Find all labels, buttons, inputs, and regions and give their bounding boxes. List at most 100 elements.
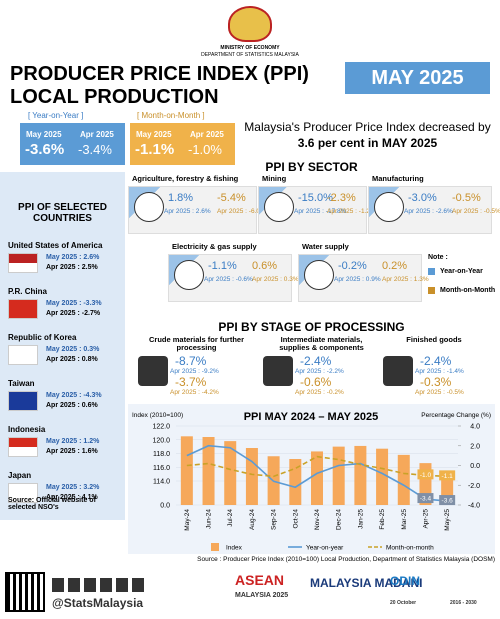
stage-mom: -3.7% xyxy=(175,375,207,389)
sector-yoy-prev: Apr 2025 : 0.9% xyxy=(334,276,381,283)
sector-yoy: -15.0% xyxy=(298,192,333,204)
x-tick-label: Jun-24 xyxy=(206,509,213,529)
bar xyxy=(311,451,323,505)
x-tick-label: Aug-24 xyxy=(249,509,256,530)
logo-text: ODIN xyxy=(390,574,420,588)
y-tick-label: 122.0 xyxy=(152,424,170,431)
stage-mom: -0.3% xyxy=(420,375,452,389)
crest xyxy=(228,6,272,42)
period-badge: MAY 2025 xyxy=(345,62,490,94)
country-current: May 2025 : 0.3% xyxy=(46,346,100,353)
mom-label: [ Month-on-Month ] xyxy=(137,111,205,120)
sector-mom: -2.3% xyxy=(327,192,356,204)
note-title: Note : xyxy=(428,254,448,261)
x-tick-label: Oct-24 xyxy=(292,509,299,529)
country-name: Japan xyxy=(8,471,32,480)
country-previous: Apr 2025 : -2.7% xyxy=(46,310,101,317)
yoy-box xyxy=(20,123,125,165)
handle: @StatsMalaysia xyxy=(52,596,144,610)
value-label-box xyxy=(417,469,434,480)
bar xyxy=(332,446,345,505)
stage-icon xyxy=(383,356,413,386)
y2-axis-label: Percentage Change (%) xyxy=(421,412,491,419)
x-tick-label: Jan-25 xyxy=(357,509,364,529)
value-label: -3.4 xyxy=(420,496,432,503)
x-tick-label: Sep-24 xyxy=(271,509,278,530)
summary-value: -1.1% xyxy=(135,141,175,158)
country-current: May 2025 : -3.3% xyxy=(46,300,102,307)
legend-label: Index xyxy=(226,545,243,552)
sector-yoy-prev: Apr 2025 : -2.6% xyxy=(404,208,453,215)
yoy-label: [ Year-on-Year ] xyxy=(28,111,84,120)
title: LOCAL PRODUCTION xyxy=(10,86,219,108)
y-tick-label: 114.0 xyxy=(153,479,170,486)
flag xyxy=(8,483,38,503)
bar xyxy=(376,448,389,505)
note-swatch xyxy=(428,287,435,294)
sector-mom-prev: Apr 2025 : -1.2% xyxy=(327,208,376,215)
stage-mom-prev: Apr 2025 : -0.2% xyxy=(295,389,344,396)
sector-mom-prev: Apr 2025 : 1.3% xyxy=(382,276,429,283)
bar xyxy=(397,454,410,505)
country-previous: Apr 2025 : 4.1% xyxy=(46,494,98,501)
sector-name: Manufacturing xyxy=(372,174,424,183)
x-tick-label: Nov-24 xyxy=(314,509,321,530)
logo-text: MALAYSIA 2025 xyxy=(235,592,289,599)
country-current: May 2025 : 2.6% xyxy=(46,254,100,261)
bar xyxy=(289,459,302,505)
sector-mom: 0.6% xyxy=(252,260,278,272)
bar xyxy=(224,441,237,505)
country-name: Taiwan xyxy=(8,379,35,388)
stage-yoy: -2.4% xyxy=(420,354,452,368)
country-name: Indonesia xyxy=(8,425,46,434)
bar xyxy=(180,436,193,505)
x-tick-label: Jul-24 xyxy=(227,509,234,527)
x-tick-label: Feb-25 xyxy=(379,509,386,530)
source: Source : Producer Price Index (2010=100)… xyxy=(197,556,495,563)
value-label-box xyxy=(439,470,456,481)
stage-mom-prev: Apr 2025 : -4.2% xyxy=(170,389,219,396)
stage-yoy-prev: Apr 2025 : -9.2% xyxy=(170,368,219,375)
sector-icon xyxy=(374,192,404,222)
sector-yoy: -3.0% xyxy=(408,192,437,204)
sector-mom: -5.4% xyxy=(217,192,246,204)
section-title: PPI OF SELECTED COUNTRIES xyxy=(18,202,107,224)
note-mom: Month-on-Month xyxy=(440,287,496,294)
value-label: -1.0 xyxy=(420,472,432,479)
legend-label: Month-on-month xyxy=(386,545,434,552)
sector-name: Agriculture, forestry & fishing xyxy=(132,174,239,183)
summary-value: -1.0% xyxy=(188,142,222,157)
value-label-box xyxy=(417,493,434,504)
country-previous: Apr 2025 : 0.6% xyxy=(46,402,98,409)
note-swatch xyxy=(428,268,435,275)
stage-name: Crude materials for further processing xyxy=(148,335,245,352)
stage-name: Finished goods xyxy=(406,335,462,344)
country-previous: Apr 2025 : 1.6% xyxy=(46,448,98,455)
country-name: United States of America xyxy=(8,241,103,250)
sector-mom: 0.2% xyxy=(382,260,408,272)
summary-label: Apr 2025 xyxy=(80,130,114,139)
sector-yoy: 1.8% xyxy=(168,192,194,204)
note-yoy: Year-on-Year xyxy=(440,268,483,275)
sector-name: Mining xyxy=(262,174,287,183)
y-tick-label: 118.0 xyxy=(153,451,170,458)
flag xyxy=(8,437,38,457)
sector-icon xyxy=(304,260,334,290)
stage-yoy: -8.7% xyxy=(175,354,207,368)
country-source: Source: Official website of selected NSO… xyxy=(8,497,96,511)
logo-text: 20 October xyxy=(390,600,417,606)
chart-title: PPI MAY 2024 – MAY 2025 xyxy=(244,411,379,423)
title: PRODUCER PRICE INDEX (PPI) xyxy=(10,63,309,85)
headline: 3.6 per cent in MAY 2025 xyxy=(297,136,438,150)
logo-text: 2016 - 2030 xyxy=(450,600,477,606)
y-axis-label: Index (2010=100) xyxy=(132,412,183,419)
stage-mom: -0.6% xyxy=(300,375,332,389)
stage-icon xyxy=(263,356,293,386)
country-name: P.R. China xyxy=(8,287,47,296)
qr-code xyxy=(5,572,45,612)
legend-label: Year-on-year xyxy=(306,545,344,552)
sector-yoy: -1.1% xyxy=(208,260,237,272)
sector-yoy-prev: Apr 2025 : -17.8% xyxy=(294,208,347,215)
sector-icon xyxy=(134,192,164,222)
y2-tick-label: 2.0 xyxy=(470,443,480,450)
